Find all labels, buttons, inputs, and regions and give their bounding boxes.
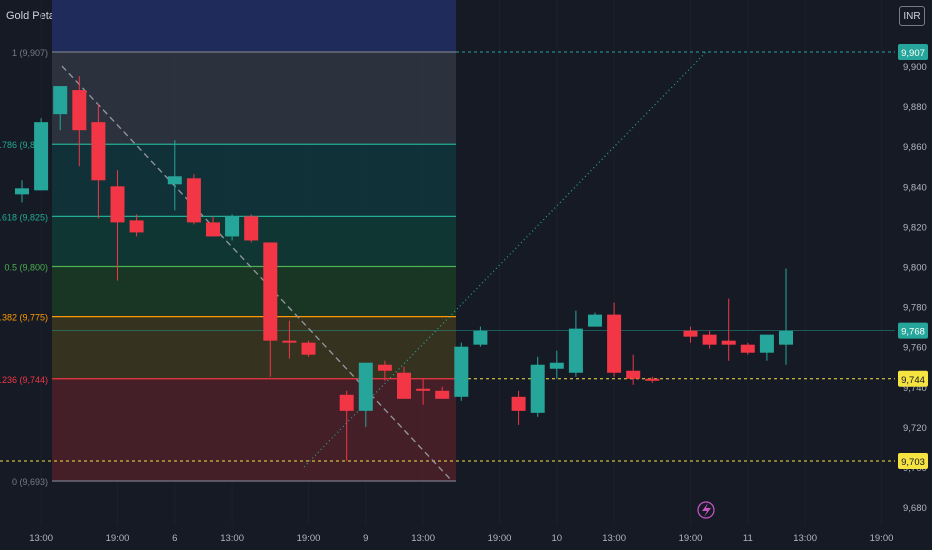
y-tick-label: 9,820: [903, 222, 927, 233]
candle-body: [129, 220, 144, 233]
price-label-text: 9,744: [901, 375, 925, 386]
candle-body: [588, 314, 602, 327]
y-tick-label: 9,740: [903, 383, 927, 394]
y-tick-label: 9,860: [903, 142, 927, 153]
candle-body: [473, 330, 488, 345]
candle-body: [167, 176, 182, 185]
fib-zone: [52, 266, 456, 317]
fib-level-label: 0.382 (9,775): [0, 313, 48, 323]
x-tick-label: 13:00: [793, 533, 817, 544]
price-label-box: [898, 370, 928, 387]
candle-body: [721, 340, 736, 345]
y-tick-label: 9,680: [903, 503, 927, 514]
candle-body: [530, 364, 545, 413]
x-tick-label: 13:00: [29, 533, 53, 544]
price-label-box: [898, 322, 928, 339]
candle-body: [301, 342, 316, 355]
x-tick-label: 19:00: [297, 533, 321, 544]
x-tick-label: 19:00: [106, 533, 130, 544]
y-tick-label: 9,780: [903, 303, 927, 314]
candle-body: [110, 186, 125, 223]
candle-body: [759, 334, 774, 353]
candle-body: [377, 364, 392, 371]
price-label-text: 9,907: [901, 48, 925, 59]
fib-level-label: 0.618 (9,825): [0, 212, 48, 222]
x-tick-label: 13:00: [220, 533, 244, 544]
event-icon: [697, 501, 715, 519]
y-tick-label: 9,760: [903, 343, 927, 354]
currency-button[interactable]: INR: [899, 6, 925, 26]
candle-body: [263, 242, 278, 341]
candle-body: [683, 330, 698, 337]
candle-body: [358, 362, 373, 411]
fib-level-label: 0.5 (9,800): [4, 263, 48, 273]
fib-level-label: 0.236 (9,744): [0, 375, 48, 385]
y-tick-label: 9,840: [903, 182, 927, 193]
candle-body: [397, 372, 411, 399]
price-label-box: [898, 452, 928, 469]
fib-level-label: 0 (9,693): [12, 477, 48, 487]
x-tick-label: 9: [363, 533, 368, 544]
candle-body: [779, 330, 793, 345]
fib-top-zone: [52, 0, 456, 52]
fib-level-label: 0.786 (9,861): [0, 140, 48, 150]
candle-body: [454, 346, 469, 397]
fib-zone: [52, 316, 456, 379]
y-tick-label: 9,800: [903, 263, 927, 274]
fib-level-label: 1 (9,907): [12, 48, 48, 58]
candle-body: [416, 388, 431, 391]
y-tick-label: 9,720: [903, 423, 927, 434]
candle-body: [91, 122, 106, 181]
fib-zone: [52, 52, 456, 145]
candle-body: [244, 216, 259, 241]
y-tick-label: 9,900: [903, 62, 927, 73]
candle-body: [740, 344, 755, 353]
x-tick-label: 6: [172, 533, 177, 544]
candle-body: [435, 390, 450, 399]
x-tick-label: 13:00: [602, 533, 626, 544]
fib-trend-line: [61, 65, 453, 482]
price-label-text: 9,768: [901, 327, 925, 338]
candle-body: [225, 216, 240, 237]
x-tick-label: 13:00: [411, 533, 435, 544]
x-tick-label: 19:00: [488, 533, 512, 544]
candle-body: [511, 396, 526, 411]
candle-body: [607, 314, 622, 373]
candle-body: [645, 378, 660, 381]
candle-body: [206, 222, 220, 237]
x-tick-label: 19:00: [870, 533, 894, 544]
x-tick-label: 19:00: [679, 533, 703, 544]
candle-body: [702, 334, 717, 345]
x-tick-label: 11: [743, 533, 753, 544]
price-label-box: [898, 44, 928, 60]
fib-zone: [52, 378, 456, 481]
candle-body: [339, 394, 354, 411]
price-label-text: 9,703: [901, 457, 925, 468]
candle-body: [568, 328, 583, 373]
lightning-icon: [702, 503, 711, 517]
candle-body: [15, 188, 29, 195]
x-tick-label: 10: [552, 533, 563, 544]
candle-body: [282, 340, 297, 343]
candle-body: [34, 122, 49, 191]
candle-body: [186, 178, 201, 223]
y-tick-label: 9,880: [903, 102, 927, 113]
candle-body: [53, 86, 68, 115]
candle-body: [626, 370, 641, 379]
candle-body: [549, 362, 564, 369]
candle-body: [72, 90, 87, 131]
